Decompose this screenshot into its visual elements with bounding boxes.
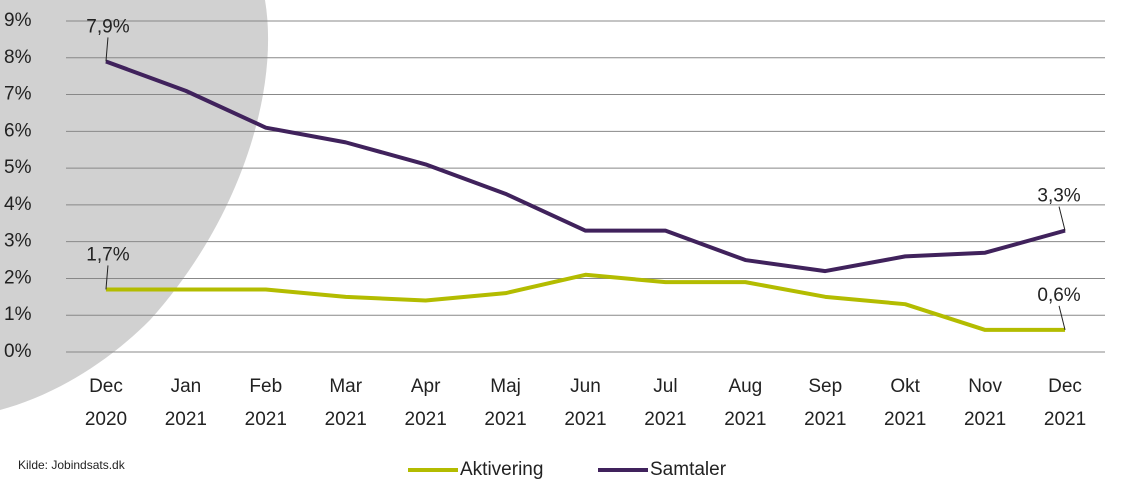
data-label: 3,3% — [1037, 186, 1080, 207]
y-tick-label: 3% — [4, 231, 32, 252]
x-tick-label: Nov — [968, 376, 1002, 397]
y-tick-label: 0% — [4, 341, 32, 362]
y-tick-label: 4% — [4, 194, 32, 215]
y-tick-label: 8% — [4, 47, 32, 68]
x-tick-label: 2021 — [724, 409, 766, 430]
data-label: 0,6% — [1037, 285, 1080, 306]
x-tick-label: Feb — [249, 376, 282, 397]
data-label: 1,7% — [86, 244, 129, 265]
y-tick-label: 7% — [4, 84, 32, 105]
label-leader — [105, 37, 109, 62]
y-tick-label: 1% — [4, 304, 32, 325]
x-tick-label: 2021 — [564, 409, 606, 430]
x-tick-label: 2021 — [165, 409, 207, 430]
source-note: Kilde: Jobindsats.dk — [18, 458, 126, 472]
x-tick-label: 2021 — [245, 409, 287, 430]
label-leader — [1058, 206, 1066, 231]
label-leader — [1058, 305, 1066, 331]
x-tick-label: Jul — [653, 376, 677, 397]
x-tick-label: Maj — [490, 376, 521, 397]
y-tick-label: 9% — [4, 10, 32, 31]
label-leader — [105, 265, 109, 290]
legend-label: Aktivering — [460, 459, 543, 480]
x-tick-label: 2021 — [1044, 409, 1086, 430]
x-tick-label: Jun — [570, 376, 601, 397]
x-tick-label: 2021 — [405, 409, 447, 430]
series-line — [105, 59, 1066, 274]
x-tick-label: Mar — [329, 376, 362, 397]
data-label: 7,9% — [86, 16, 129, 37]
legend-label: Samtaler — [650, 459, 727, 480]
x-tick-label: Aug — [728, 376, 762, 397]
x-tick-label: 2021 — [804, 409, 846, 430]
y-tick-label: 6% — [4, 120, 32, 141]
x-tick-label: Dec — [1048, 376, 1082, 397]
x-tick-label: 2021 — [884, 409, 926, 430]
x-tick-label: 2021 — [964, 409, 1006, 430]
x-tick-label: Apr — [411, 376, 441, 397]
y-tick-label: 5% — [4, 157, 32, 178]
x-tick-label: Dec — [89, 376, 123, 397]
x-tick-label: Sep — [808, 376, 842, 397]
x-tick-label: 2021 — [484, 409, 526, 430]
x-tick-label: 2021 — [325, 409, 367, 430]
x-tick-label: Okt — [890, 376, 920, 397]
x-tick-label: 2020 — [85, 409, 127, 430]
y-tick-label: 2% — [4, 267, 32, 288]
x-tick-label: Jan — [171, 376, 202, 397]
series-line — [105, 272, 1066, 332]
x-tick-label: 2021 — [644, 409, 686, 430]
